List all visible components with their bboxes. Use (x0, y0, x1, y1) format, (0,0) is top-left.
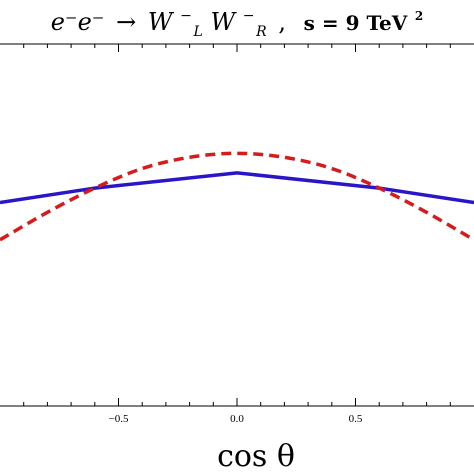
title-w2: W (210, 8, 237, 36)
title-w1-sup: − (180, 8, 192, 24)
x-ticks: −0.5 0.0 0.5 (23, 44, 451, 425)
x-tick-label: 0.5 (349, 413, 363, 425)
x-tick-label: −0.5 (109, 413, 129, 425)
title-energy: s = 9 TeV (304, 11, 408, 35)
title-w2-sup: − (243, 8, 255, 24)
series-lines (0, 151, 474, 242)
x-tick-label: 0.0 (230, 413, 244, 425)
series-line-dashed (0, 151, 474, 242)
title-w1-sub: L (193, 24, 203, 40)
title-energy-sup: 2 (415, 9, 423, 23)
title-w2-sub: R (255, 24, 267, 40)
series-line-solid (0, 171, 474, 205)
title-arrow: → (116, 8, 136, 36)
x-axis-label: cos θ (217, 439, 295, 474)
chart-title: e⁻e⁻ → W − L W − R , s = 9 TeV 2 (51, 0, 424, 42)
title-lhs: e⁻e⁻ (51, 8, 105, 36)
plot-frame (0, 43, 474, 407)
title-w1: W (148, 8, 175, 36)
title-comma: , (278, 8, 286, 36)
